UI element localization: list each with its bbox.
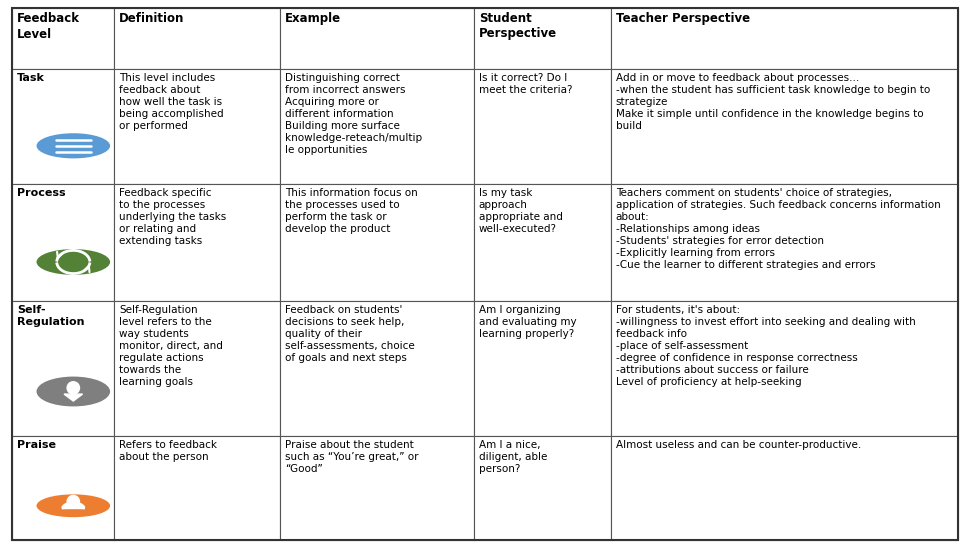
- Text: Self-
Regulation: Self- Regulation: [17, 305, 84, 327]
- Text: This level includes
feedback about
how well the task is
being accomplished
or pe: This level includes feedback about how w…: [119, 73, 224, 131]
- Text: Am I a nice,
diligent, able
person?: Am I a nice, diligent, able person?: [478, 440, 547, 474]
- Bar: [114, 69, 280, 183]
- Bar: [473, 436, 611, 540]
- Bar: [12, 69, 114, 183]
- Polygon shape: [64, 394, 82, 401]
- Text: Student
Perspective: Student Perspective: [478, 12, 556, 40]
- Bar: [280, 8, 473, 69]
- Bar: [611, 436, 958, 540]
- Bar: [473, 183, 611, 301]
- Text: This information focus on
the processes used to
perform the task or
develop the : This information focus on the processes …: [285, 188, 417, 234]
- Bar: [12, 436, 114, 540]
- Bar: [611, 301, 958, 436]
- Text: For students, it's about:
-willingness to invest effort into seeking and dealing: For students, it's about: -willingness t…: [615, 305, 916, 387]
- Ellipse shape: [37, 494, 110, 517]
- Ellipse shape: [37, 249, 110, 275]
- Bar: [12, 301, 114, 436]
- Bar: [473, 301, 611, 436]
- Bar: [12, 183, 114, 301]
- Bar: [114, 436, 280, 540]
- Polygon shape: [62, 502, 85, 508]
- Bar: [280, 69, 473, 183]
- Ellipse shape: [37, 133, 110, 158]
- Text: Task: Task: [17, 73, 44, 83]
- Text: Feedback specific
to the processes
underlying the tasks
or relating and
extendin: Feedback specific to the processes under…: [119, 188, 226, 246]
- Bar: [114, 183, 280, 301]
- Ellipse shape: [37, 377, 110, 406]
- Text: Refers to feedback
about the person: Refers to feedback about the person: [119, 440, 217, 462]
- Text: Process: Process: [17, 188, 66, 198]
- Text: Self-Regulation
level refers to the
way students
monitor, direct, and
regulate a: Self-Regulation level refers to the way …: [119, 305, 223, 387]
- Circle shape: [67, 382, 79, 394]
- Bar: [611, 183, 958, 301]
- Circle shape: [67, 495, 79, 508]
- Text: Is it correct? Do I
meet the criteria?: Is it correct? Do I meet the criteria?: [478, 73, 572, 95]
- Text: Teachers comment on students' choice of strategies,
application of strategies. S: Teachers comment on students' choice of …: [615, 188, 941, 270]
- Bar: [12, 8, 114, 69]
- Bar: [114, 8, 280, 69]
- Bar: [473, 8, 611, 69]
- Bar: [611, 69, 958, 183]
- Text: Am I organizing
and evaluating my
learning properly?: Am I organizing and evaluating my learni…: [478, 305, 577, 339]
- Text: Example: Example: [285, 12, 341, 25]
- Text: Almost useless and can be counter-productive.: Almost useless and can be counter-produc…: [615, 440, 861, 450]
- Text: Distinguishing correct
from incorrect answers
Acquiring more or
different inform: Distinguishing correct from incorrect an…: [285, 73, 422, 155]
- Text: Praise about the student
such as “You’re great,” or
“Good”: Praise about the student such as “You’re…: [285, 440, 418, 474]
- Text: Is my task
approach
appropriate and
well-executed?: Is my task approach appropriate and well…: [478, 188, 562, 234]
- Text: Add in or move to feedback about processes...
-when the student has sufficient t: Add in or move to feedback about process…: [615, 73, 930, 131]
- Text: Teacher Perspective: Teacher Perspective: [615, 12, 750, 25]
- Bar: [114, 301, 280, 436]
- Text: Definition: Definition: [119, 12, 185, 25]
- Bar: [611, 8, 958, 69]
- Bar: [280, 301, 473, 436]
- Bar: [280, 436, 473, 540]
- Text: Feedback
Level: Feedback Level: [17, 12, 80, 40]
- Text: Praise: Praise: [17, 440, 56, 450]
- Bar: [473, 69, 611, 183]
- Bar: [280, 183, 473, 301]
- Text: Feedback on students'
decisions to seek help,
quality of their
self-assessments,: Feedback on students' decisions to seek …: [285, 305, 414, 363]
